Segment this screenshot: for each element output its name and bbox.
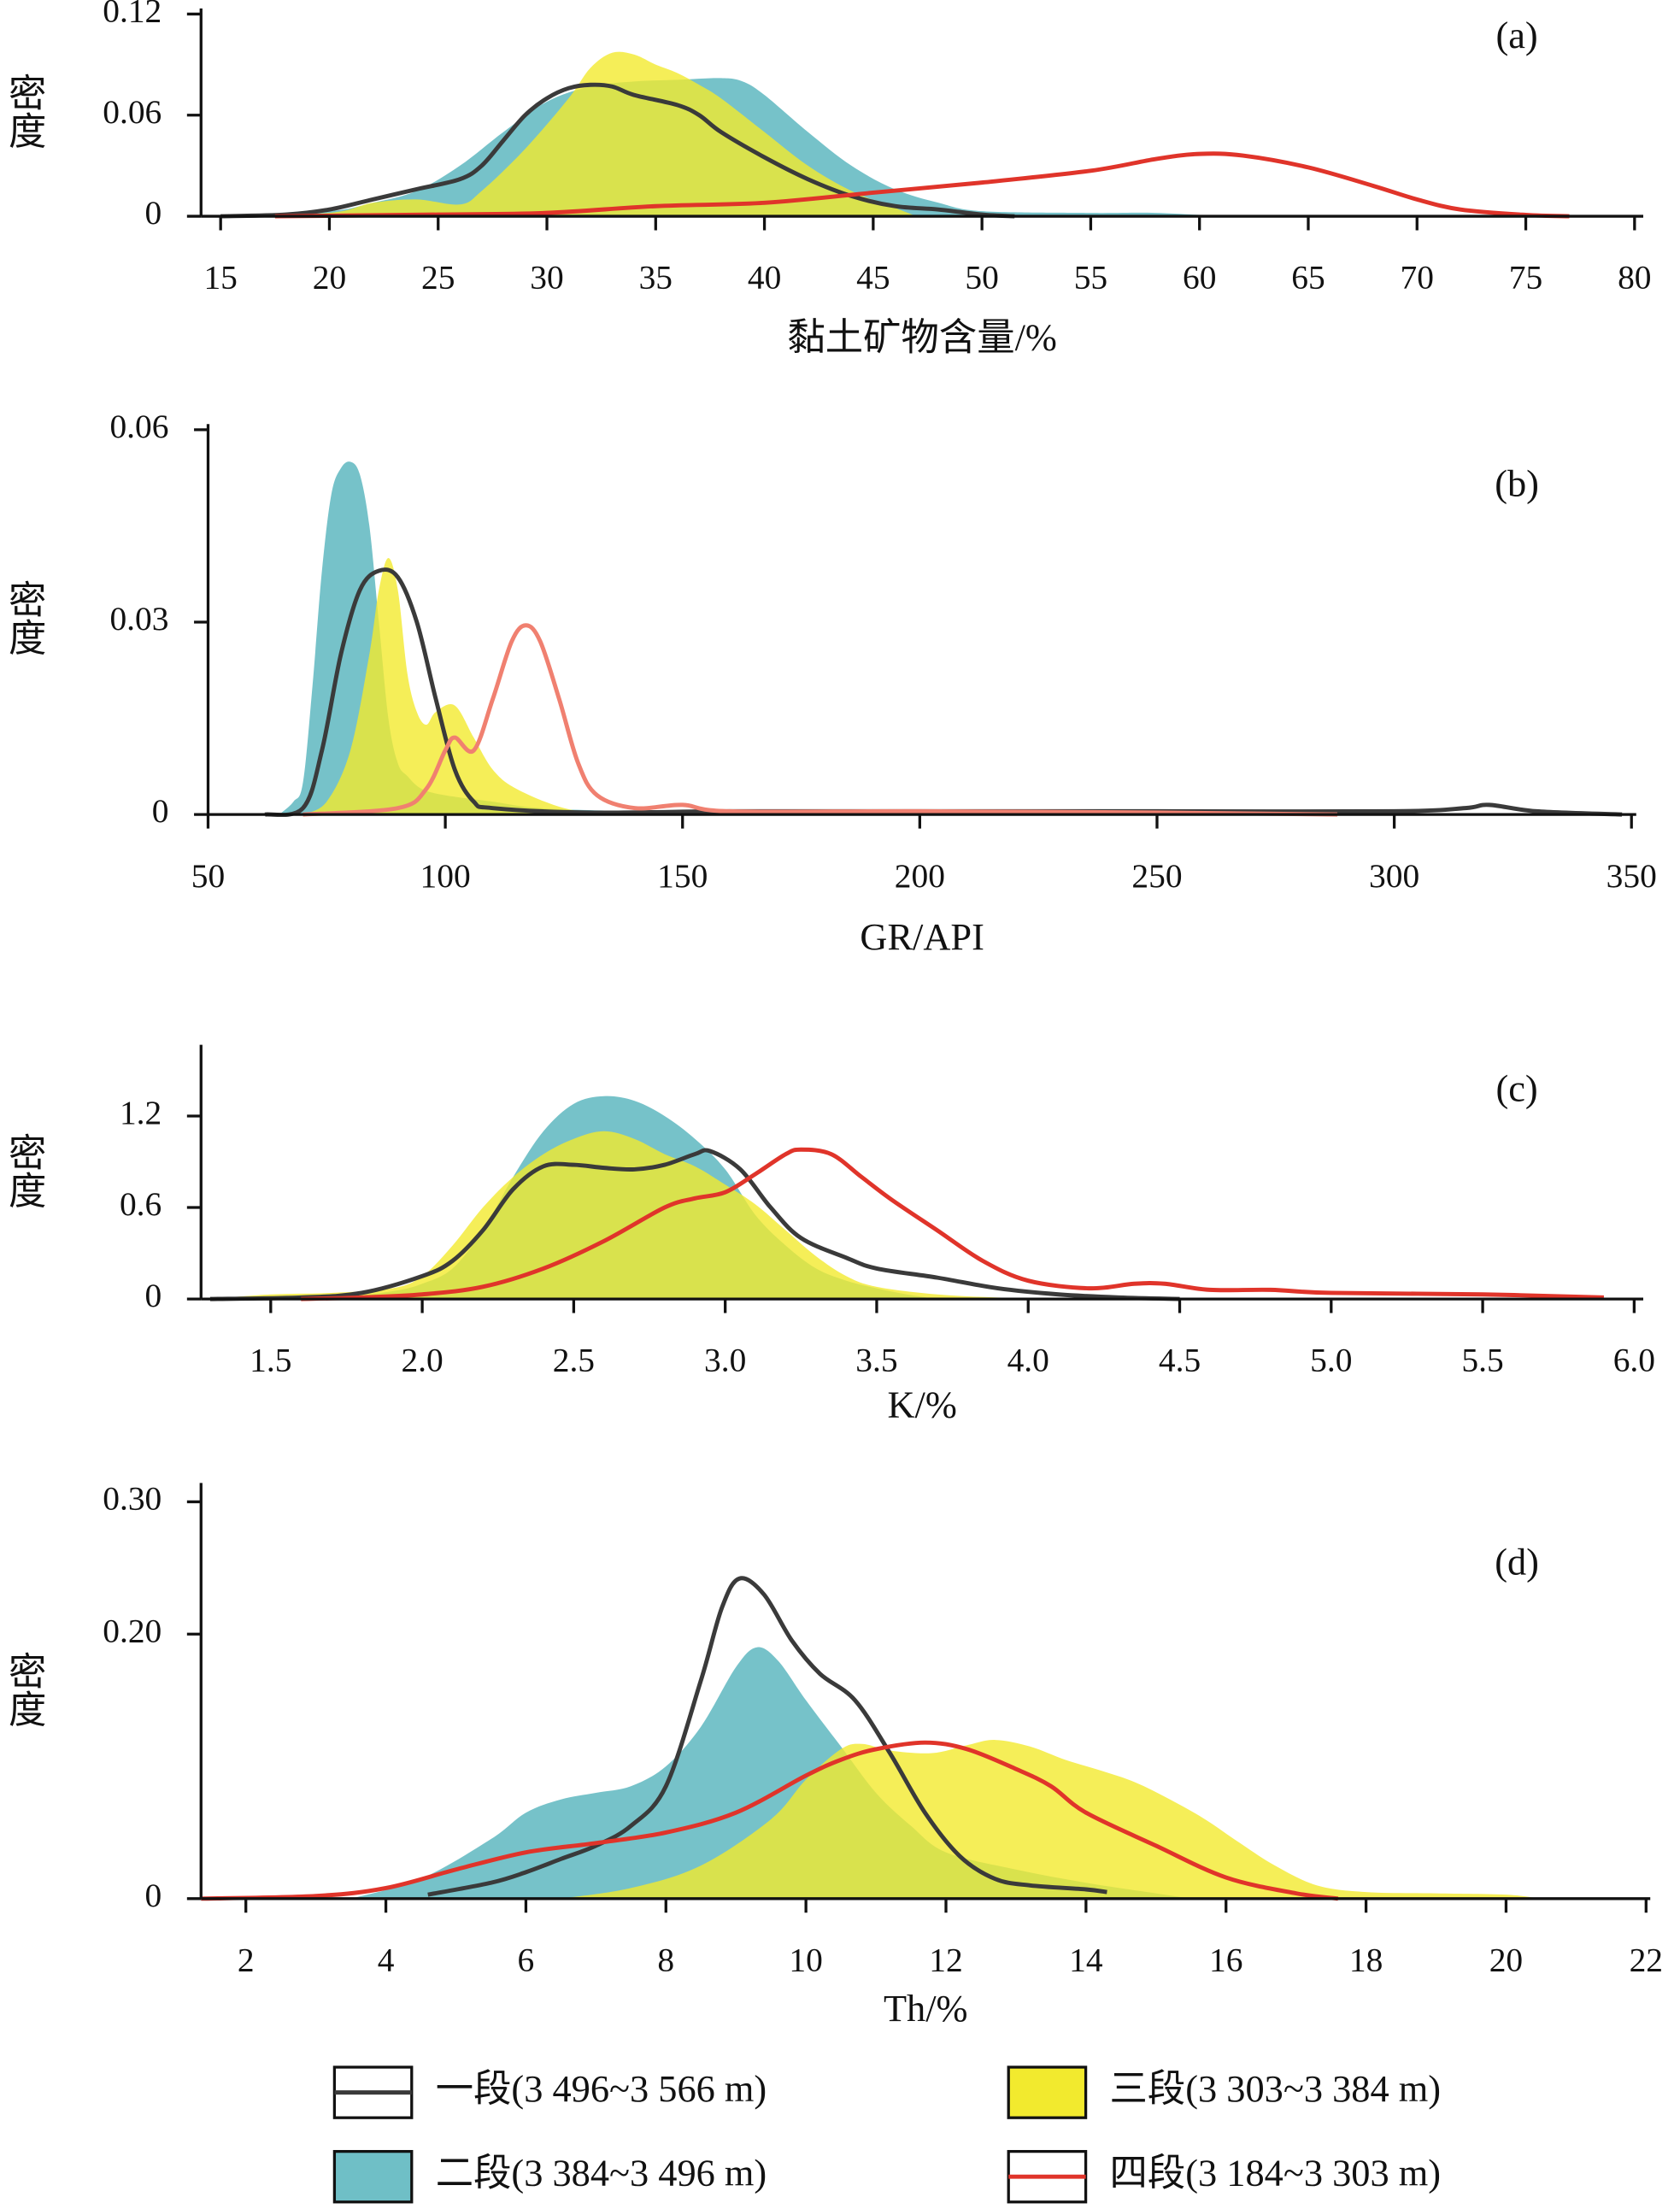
x-tick-label: 250 — [1131, 857, 1182, 895]
y-tick-label: 0 — [152, 792, 169, 830]
x-tick-label: 30 — [530, 259, 563, 297]
y-axis-label: 密度 — [3, 1652, 45, 1728]
density-area — [209, 1131, 1059, 1300]
density-line — [303, 623, 1338, 817]
x-tick-label: 10 — [789, 1941, 822, 1978]
x-tick-label: 70 — [1401, 259, 1434, 297]
x-tick-label: 20 — [313, 259, 346, 297]
x-tick-label: 40 — [748, 259, 781, 297]
density-line — [274, 151, 1570, 219]
x-tick-label: 4.5 — [1159, 1342, 1201, 1379]
x-tick-label: 1.5 — [250, 1342, 291, 1379]
x-axis-label: 黏土矿物含量/% — [787, 316, 1056, 359]
y-tick-label: 0.20 — [103, 1612, 162, 1649]
x-tick-label: 6.0 — [1613, 1342, 1655, 1379]
x-tick-label: 3.0 — [704, 1342, 746, 1379]
x-tick-label: 8 — [657, 1941, 674, 1978]
x-axis-label: Th/% — [884, 1987, 968, 2030]
x-tick-label: 300 — [1369, 857, 1419, 895]
panel-label: (d) — [1495, 1541, 1539, 1583]
x-tick-label: 45 — [856, 259, 890, 297]
y-axis-label: 密度 — [3, 580, 45, 656]
y-axis-label: 密度 — [3, 73, 45, 149]
x-tick-label: 80 — [1618, 259, 1651, 297]
y-tick-label: 0 — [145, 194, 162, 232]
y-axis-label: 密度 — [3, 1132, 45, 1208]
x-tick-label: 350 — [1607, 857, 1657, 895]
y-tick-label: 0.06 — [103, 93, 162, 131]
x-tick-label: 75 — [1509, 259, 1542, 297]
x-tick-label: 18 — [1349, 1941, 1383, 1978]
legend-label: 四段(3 184~3 303 m) — [1110, 2151, 1441, 2194]
x-tick-label: 4.0 — [1007, 1342, 1049, 1379]
x-tick-label: 2.0 — [401, 1342, 443, 1379]
x-axis-label: K/% — [887, 1383, 956, 1425]
x-tick-label: 15 — [203, 259, 237, 297]
x-tick-label: 3.5 — [855, 1342, 897, 1379]
x-tick-label: 16 — [1209, 1941, 1242, 1978]
y-tick-label: 1.2 — [120, 1094, 162, 1131]
x-tick-label: 2.5 — [553, 1342, 595, 1379]
density-line — [209, 1148, 1180, 1301]
legend-label: 二段(3 384~3 496 m) — [436, 2151, 767, 2194]
x-tick-label: 25 — [421, 259, 455, 297]
panel-label: (b) — [1495, 461, 1539, 504]
x-tick-label: 50 — [191, 857, 225, 895]
x-tick-label: 6 — [518, 1941, 535, 1978]
x-axis-label: GR/API — [860, 915, 984, 958]
panel-label: (a) — [1495, 14, 1537, 56]
y-tick-label: 0.6 — [120, 1185, 162, 1223]
legend-label: 一段(3 496~3 566 m) — [436, 2067, 767, 2110]
x-tick-label: 2 — [238, 1941, 255, 1978]
x-tick-label: 100 — [420, 857, 471, 895]
x-tick-label: 12 — [929, 1941, 962, 1978]
density-area — [561, 1740, 1542, 1899]
density-area — [220, 51, 917, 217]
legend-label: 三段(3 303~3 384 m) — [1110, 2067, 1441, 2110]
density-line — [264, 567, 1623, 818]
x-tick-label: 22 — [1630, 1941, 1663, 1978]
density-area — [303, 557, 612, 815]
density-line — [301, 1147, 1604, 1301]
legend-swatch — [1007, 2065, 1088, 2119]
legend-swatch — [332, 2149, 414, 2204]
y-tick-label: 0.12 — [103, 0, 162, 29]
density-line — [201, 1740, 1339, 1901]
x-tick-label: 35 — [639, 259, 673, 297]
x-tick-label: 5.0 — [1310, 1342, 1352, 1379]
x-tick-label: 50 — [965, 259, 998, 297]
x-tick-label: 150 — [657, 857, 708, 895]
density-line — [220, 82, 1015, 219]
x-tick-label: 20 — [1489, 1941, 1523, 1978]
y-tick-label: 0.06 — [109, 408, 168, 445]
x-tick-label: 55 — [1074, 259, 1107, 297]
x-tick-label: 60 — [1183, 259, 1216, 297]
density-area — [350, 1647, 1191, 1899]
x-tick-label: 4 — [378, 1941, 395, 1978]
y-tick-label: 0.30 — [103, 1479, 162, 1517]
x-tick-label: 65 — [1291, 259, 1325, 297]
x-tick-label: 14 — [1069, 1941, 1103, 1978]
y-tick-label: 0 — [145, 1877, 162, 1914]
density-line — [427, 1576, 1107, 1897]
y-tick-label: 0 — [145, 1277, 162, 1314]
x-tick-label: 200 — [895, 857, 945, 895]
y-tick-label: 0.03 — [109, 600, 168, 637]
x-tick-label: 5.5 — [1461, 1342, 1503, 1379]
panel-label: (c) — [1495, 1067, 1537, 1110]
